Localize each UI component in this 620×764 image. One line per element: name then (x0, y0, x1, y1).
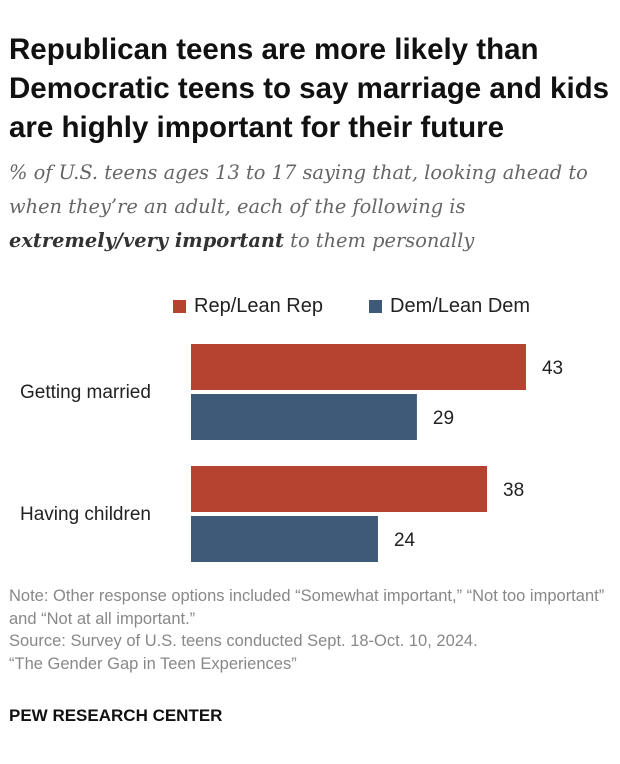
subtitle-text: % of U.S. teens ages 13 to 17 saying tha… (9, 161, 588, 218)
subtitle-emphasis: extremely/very important (9, 229, 284, 252)
bar-dem (191, 394, 417, 440)
chart-notes: Note: Other response options included “S… (9, 585, 619, 675)
legend-item-rep: Rep/Lean Rep (173, 295, 323, 318)
legend-label-rep: Rep/Lean Rep (194, 295, 323, 317)
bar-rep (191, 344, 526, 390)
bar-rep (191, 466, 488, 512)
chart-subtitle: % of U.S. teens ages 13 to 17 saying tha… (9, 156, 609, 258)
category-label: Getting married (20, 382, 151, 403)
legend-item-dem: Dem/Lean Dem (369, 295, 530, 318)
brand-label: PEW RESEARCH CENTER (9, 706, 223, 725)
data-label: 38 (503, 480, 524, 501)
data-label: 29 (433, 408, 454, 429)
data-label: 43 (542, 358, 563, 379)
source-text: Source: Survey of U.S. teens conducted S… (9, 632, 478, 650)
note-text: Note: Other response options included “S… (9, 587, 605, 628)
legend-label-dem: Dem/Lean Dem (390, 295, 531, 317)
data-label: 24 (394, 530, 416, 551)
category-label: Having children (20, 504, 151, 525)
report-text: “The Gender Gap in Teen Experiences” (9, 654, 297, 673)
legend-swatch-rep (173, 300, 186, 313)
subtitle-text-end: to them personally (283, 229, 475, 252)
chart-title: Republican teens are more likely than De… (9, 33, 610, 144)
legend-swatch-dem (369, 300, 382, 313)
bar-chart: Getting married 43 29 Having children 38 24 (20, 344, 563, 562)
bar-dem (191, 516, 378, 562)
